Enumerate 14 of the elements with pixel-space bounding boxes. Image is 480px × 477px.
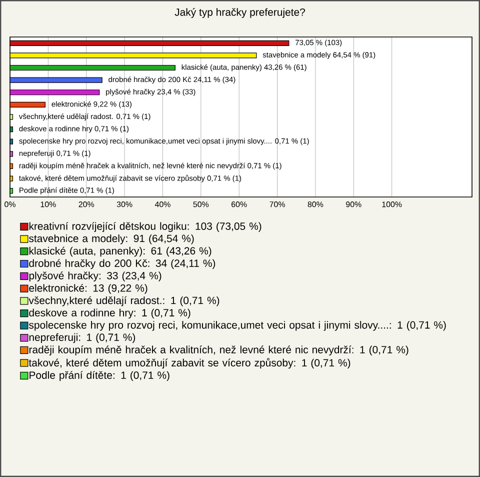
chart-title: Jaký typ hračky preferujete?	[174, 8, 305, 18]
legend-label: takové, které dětem umožňují zabavit se vícero způsoby: 1 (0,71 %)	[28, 358, 350, 369]
legend-label: stavebnice a modely: 91 (64,54 %)	[29, 234, 194, 244]
legend-label: deskove a rodinne hry: 1 (0,71 %)	[29, 308, 190, 318]
legend-label: klasické (auta, panenky): 61 (43,26 %)	[29, 246, 212, 257]
legend-label: raději koupím méně hraček a kvalitních, než levné které nic nevydrží: 1 (0,71 %)	[29, 346, 408, 356]
legend-label: plyšové hračky: 33 (23,4 %)	[29, 272, 162, 282]
legend-label: drobné hračky do 200 Kč: 34 (24,11 %)	[29, 259, 216, 270]
legend-label: spolecenske hry pro rozvoj reci, komunikace,umet veci opsat i jinymi slovy....: 1 (0,71 %)	[29, 321, 446, 331]
legend-label: nepreferuji: 1 (0,71 %)	[29, 333, 136, 344]
legend-label: elektronické: 13 (9,22 %)	[29, 284, 148, 294]
legend-label: kreativní rozvíjející dětskou logiku: 103 (73,05 %)	[29, 222, 262, 232]
legend-label: všechny,které udělají radost.: 1 (0,71 %)	[28, 296, 220, 306]
legend-label: Podle přání dítěte: 1 (0,71 %)	[30, 371, 170, 381]
